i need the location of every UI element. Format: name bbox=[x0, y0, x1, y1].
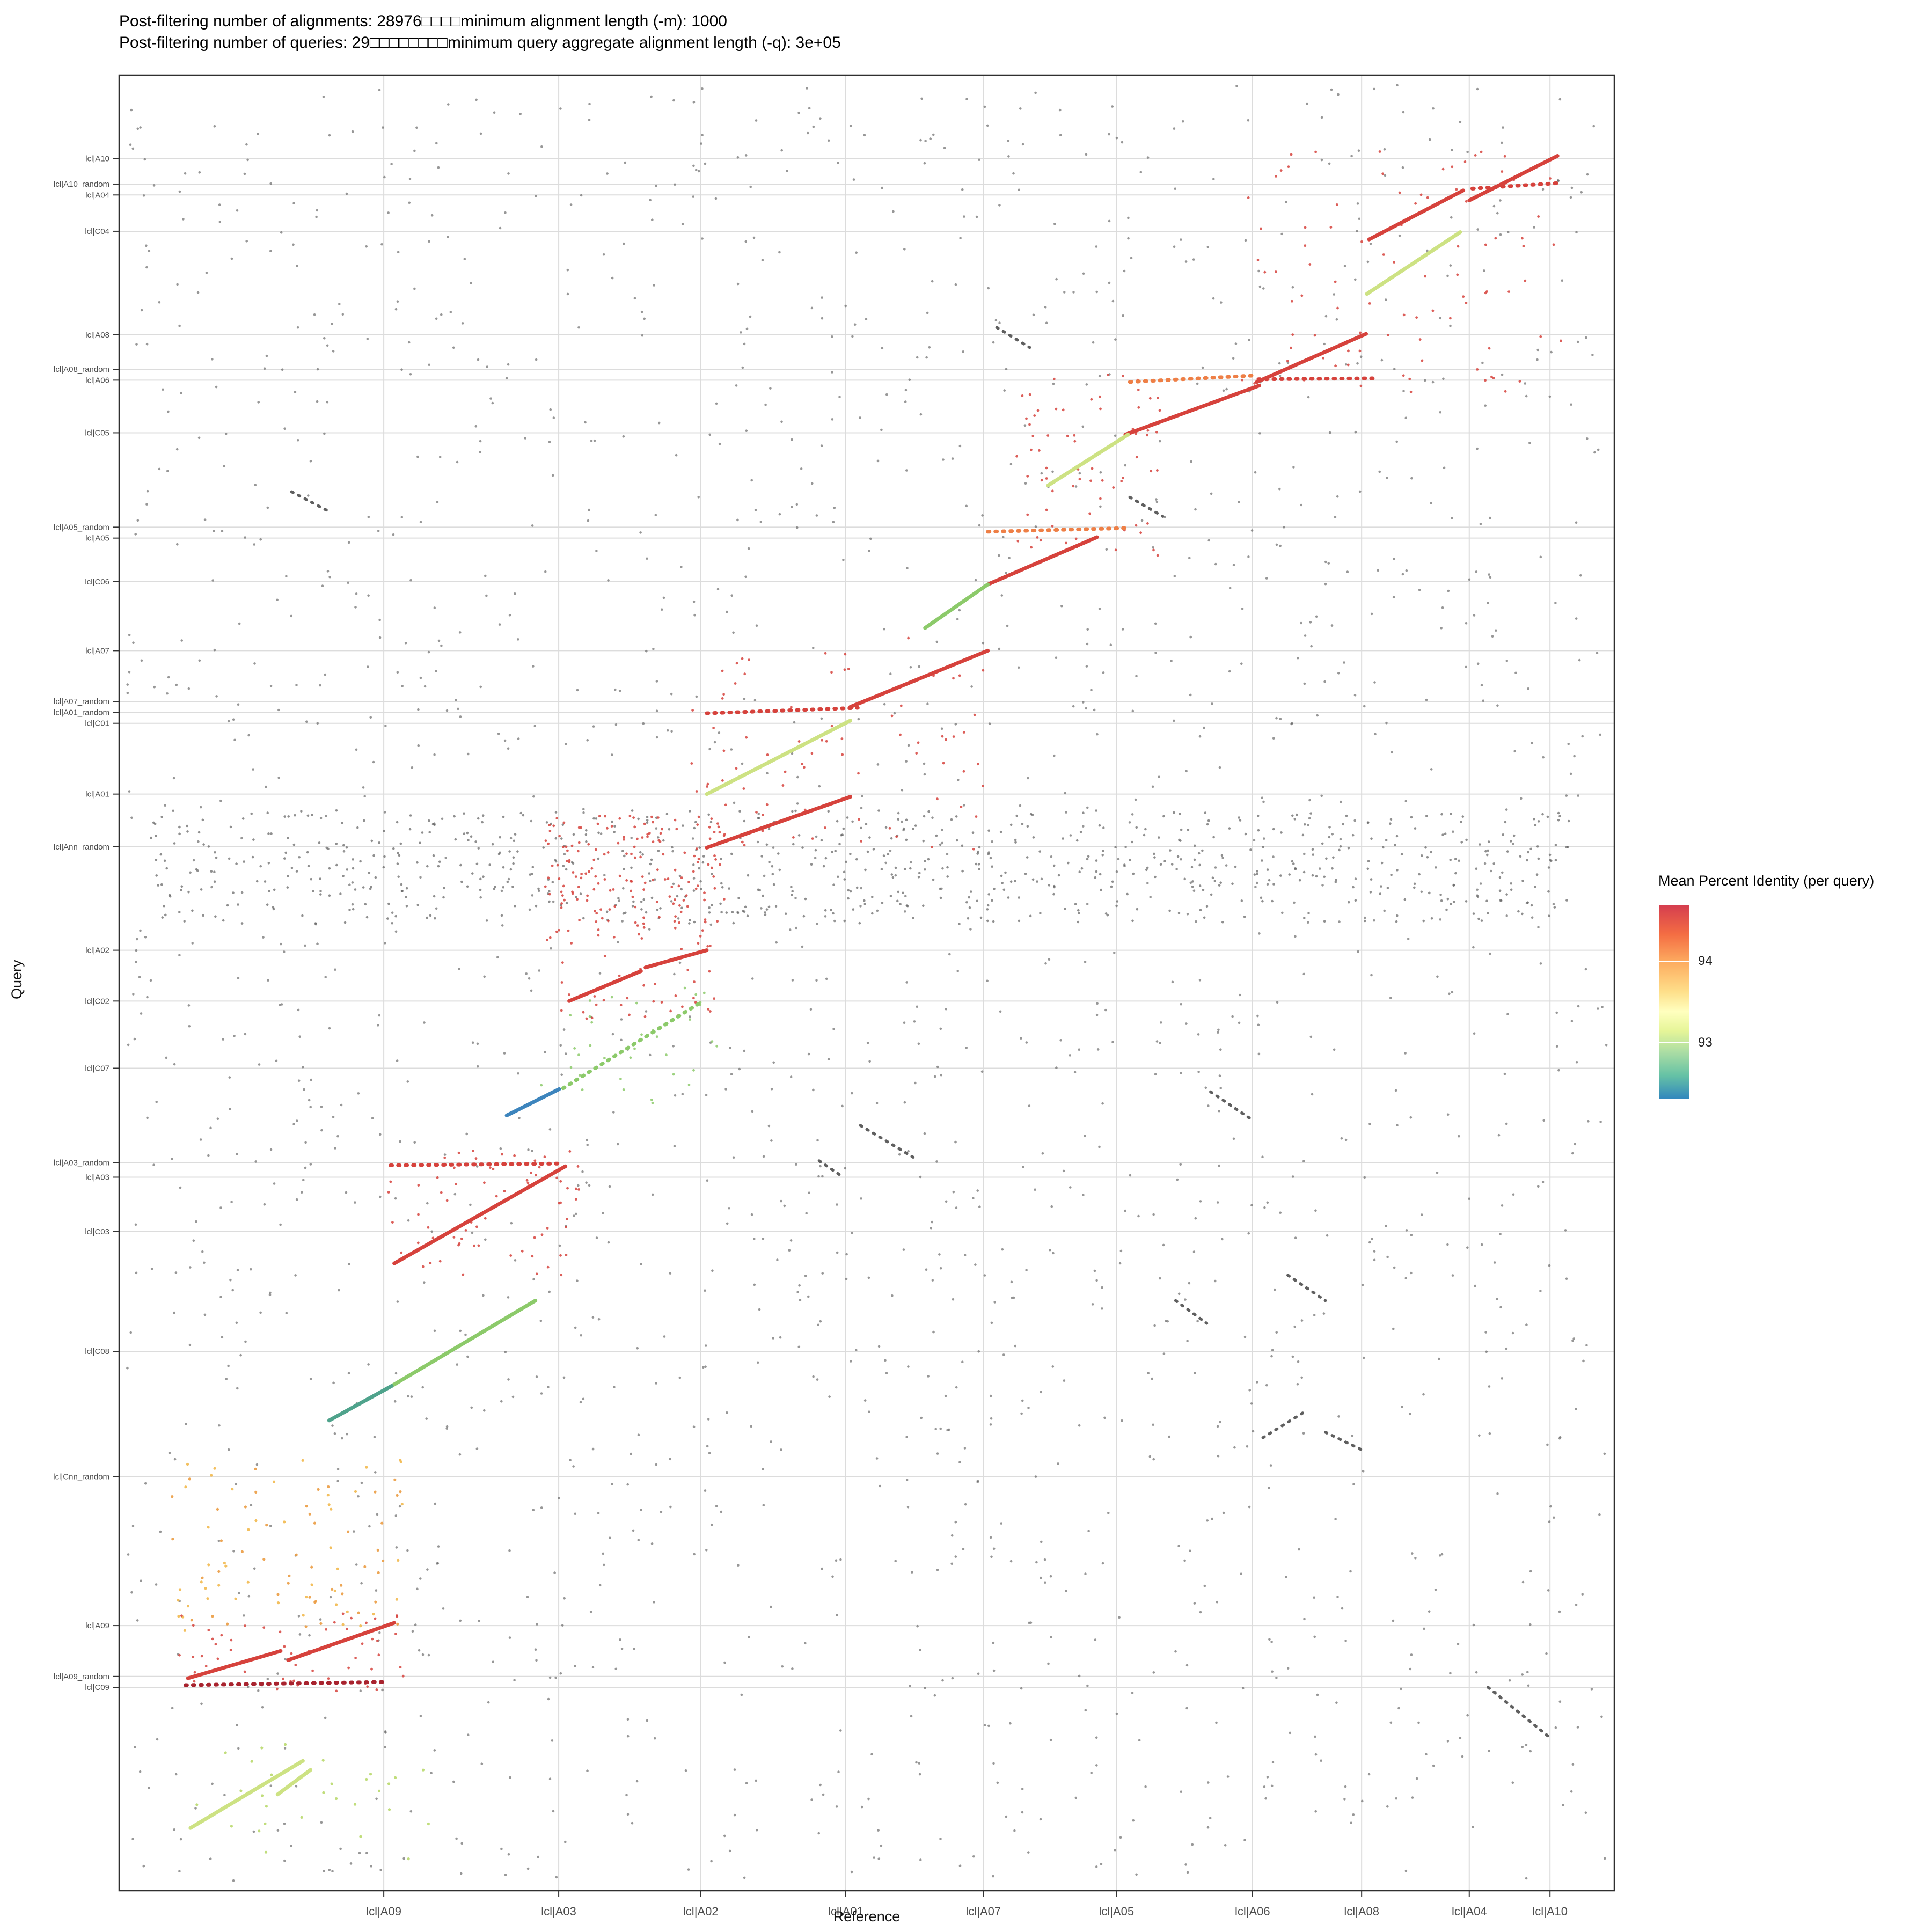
y-tick-label: lcl|A10_random bbox=[54, 180, 109, 189]
y-tick-label: lcl|A05_random bbox=[54, 523, 109, 532]
y-tick-label: lcl|A10 bbox=[85, 155, 109, 164]
noise-dots bbox=[126, 84, 1608, 1882]
y-tick-label: lcl|A07_random bbox=[54, 697, 109, 706]
queries-summary-text: Post-filtering number of queries: 29□□□□… bbox=[119, 34, 841, 52]
gridlines bbox=[119, 75, 1614, 1891]
y-tick-label: lcl|C01 bbox=[85, 719, 109, 728]
alignment-segments bbox=[183, 154, 1560, 1830]
y-tick-label: lcl|Ann_random bbox=[54, 843, 109, 852]
legend-tick-label: 93 bbox=[1698, 1035, 1713, 1050]
x-tick-label: lcl|A03 bbox=[541, 1905, 576, 1918]
x-axis-title: Reference bbox=[833, 1908, 901, 1924]
y-tick-label: lcl|Cnn_random bbox=[53, 1473, 109, 1482]
alignments-summary-text: Post-filtering number of alignments: 289… bbox=[119, 12, 727, 30]
axis-ticks: lcl|A09 lcl|A03 lcl|A02 lcl|A01 lcl|A07 lcl|A… bbox=[53, 155, 1568, 1918]
y-tick-label: lcl|C02 bbox=[85, 997, 109, 1006]
y-tick-label: lcl|A09 bbox=[85, 1621, 109, 1630]
y-tick-label: lcl|A01_random bbox=[54, 708, 109, 717]
y-tick-label: lcl|C05 bbox=[85, 428, 109, 437]
legend: Mean Percent Identity (per query) 94 93 bbox=[1658, 873, 1929, 1109]
y-tick-label: lcl|A03 bbox=[85, 1173, 109, 1182]
y-tick-label: lcl|C04 bbox=[85, 227, 109, 236]
y-tick-label: lcl|C06 bbox=[85, 577, 109, 587]
y-tick-label: lcl|C09 bbox=[85, 1683, 109, 1692]
y-tick-label: lcl|A04 bbox=[85, 191, 109, 200]
x-tick-label: lcl|A01 bbox=[828, 1905, 863, 1918]
y-tick-label: lcl|A09_random bbox=[54, 1672, 109, 1681]
x-tick-label: lcl|A04 bbox=[1452, 1905, 1487, 1918]
y-tick-label: lcl|A07 bbox=[85, 646, 109, 655]
y-tick-label: lcl|A08 bbox=[85, 331, 109, 340]
legend-title: Mean Percent Identity (per query) bbox=[1658, 873, 1875, 889]
plot-subtitle-block: Post-filtering number of alignments: 289… bbox=[119, 11, 841, 54]
legend-tick-line bbox=[1659, 960, 1689, 962]
legend-tick-line bbox=[1659, 1042, 1689, 1044]
x-tick-label: lcl|A09 bbox=[366, 1905, 401, 1918]
legend-colorbar bbox=[1659, 905, 1689, 1099]
y-tick-label: lcl|A08_random bbox=[54, 365, 109, 374]
y-tick-label: lcl|A03_random bbox=[54, 1158, 109, 1167]
legend-tick-label: 94 bbox=[1698, 954, 1713, 969]
x-tick-label: lcl|A05 bbox=[1099, 1905, 1134, 1918]
y-tick-label: lcl|A05 bbox=[85, 534, 109, 543]
x-tick-label: lcl|A02 bbox=[683, 1905, 719, 1918]
x-tick-label: lcl|A07 bbox=[965, 1905, 1001, 1918]
y-axis-title: Query bbox=[9, 960, 25, 999]
y-tick-label: lcl|C03 bbox=[85, 1227, 109, 1236]
x-tick-label: lcl|A08 bbox=[1344, 1905, 1379, 1918]
y-tick-label: lcl|A02 bbox=[85, 946, 109, 955]
panel-border bbox=[118, 74, 1615, 1892]
legend-colorbar-wrap: 94 93 bbox=[1659, 905, 1929, 1109]
y-tick-label: lcl|A06 bbox=[85, 376, 109, 385]
y-tick-label: lcl|A01 bbox=[85, 790, 109, 799]
y-tick-label: lcl|C07 bbox=[85, 1064, 109, 1073]
x-tick-label: lcl|A06 bbox=[1235, 1905, 1270, 1918]
y-tick-label: lcl|C08 bbox=[85, 1347, 109, 1356]
x-tick-label: lcl|A10 bbox=[1532, 1905, 1568, 1918]
